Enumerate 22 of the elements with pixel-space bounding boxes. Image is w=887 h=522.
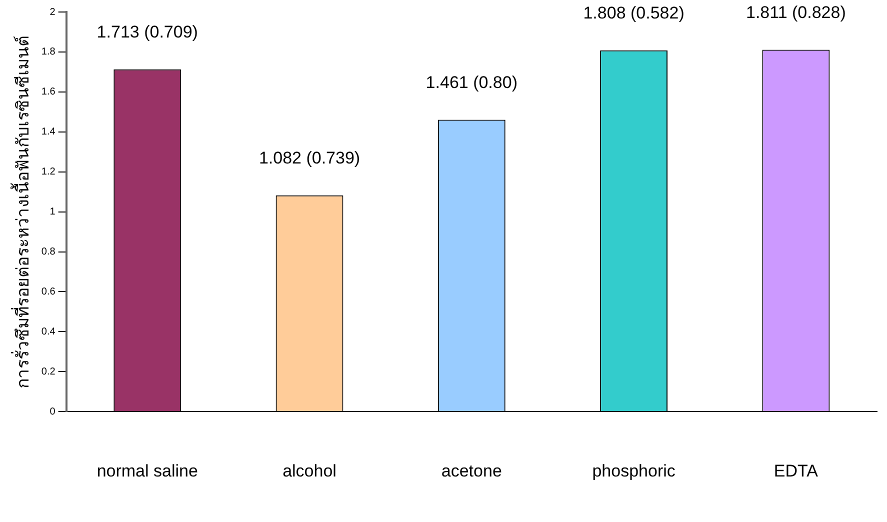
y-tick-label: 1.8	[41, 46, 56, 58]
y-tick-label: 1.4	[41, 126, 56, 138]
y-tick-label: 0	[50, 406, 56, 418]
data-label: 1.808 (0.582)	[583, 4, 684, 23]
data-label: 1.082 (0.739)	[258, 148, 360, 168]
data-label: 1.811 (0.828)	[746, 2, 846, 22]
x-tick-label: acetone	[441, 461, 502, 480]
x-tick-label: normal saline	[96, 461, 198, 480]
x-tick-label: phosphoric	[592, 461, 676, 480]
x-tick-label: alcohol	[282, 461, 336, 480]
y-tick-label: 1.6	[41, 86, 56, 98]
data-label: 1.461 (0.80)	[426, 72, 518, 92]
y-tick-label: 0.4	[41, 326, 56, 338]
y-axis-title: การรั่วซึมที่รอยต่อระหว่างเนื้อฟันกับเรซินซีเมนต์	[10, 35, 34, 388]
y-tick-label: 2	[50, 6, 56, 18]
x-tick-label: EDTA	[774, 461, 819, 480]
y-tick-label: 1.2	[41, 166, 56, 178]
y-tick-label: 0.6	[41, 286, 56, 298]
y-tick-label: 0.2	[41, 366, 56, 378]
data-label: 1.713 (0.709)	[96, 22, 198, 42]
y-tick-label: 1	[50, 206, 56, 218]
y-tick-label: 0.8	[41, 246, 56, 258]
